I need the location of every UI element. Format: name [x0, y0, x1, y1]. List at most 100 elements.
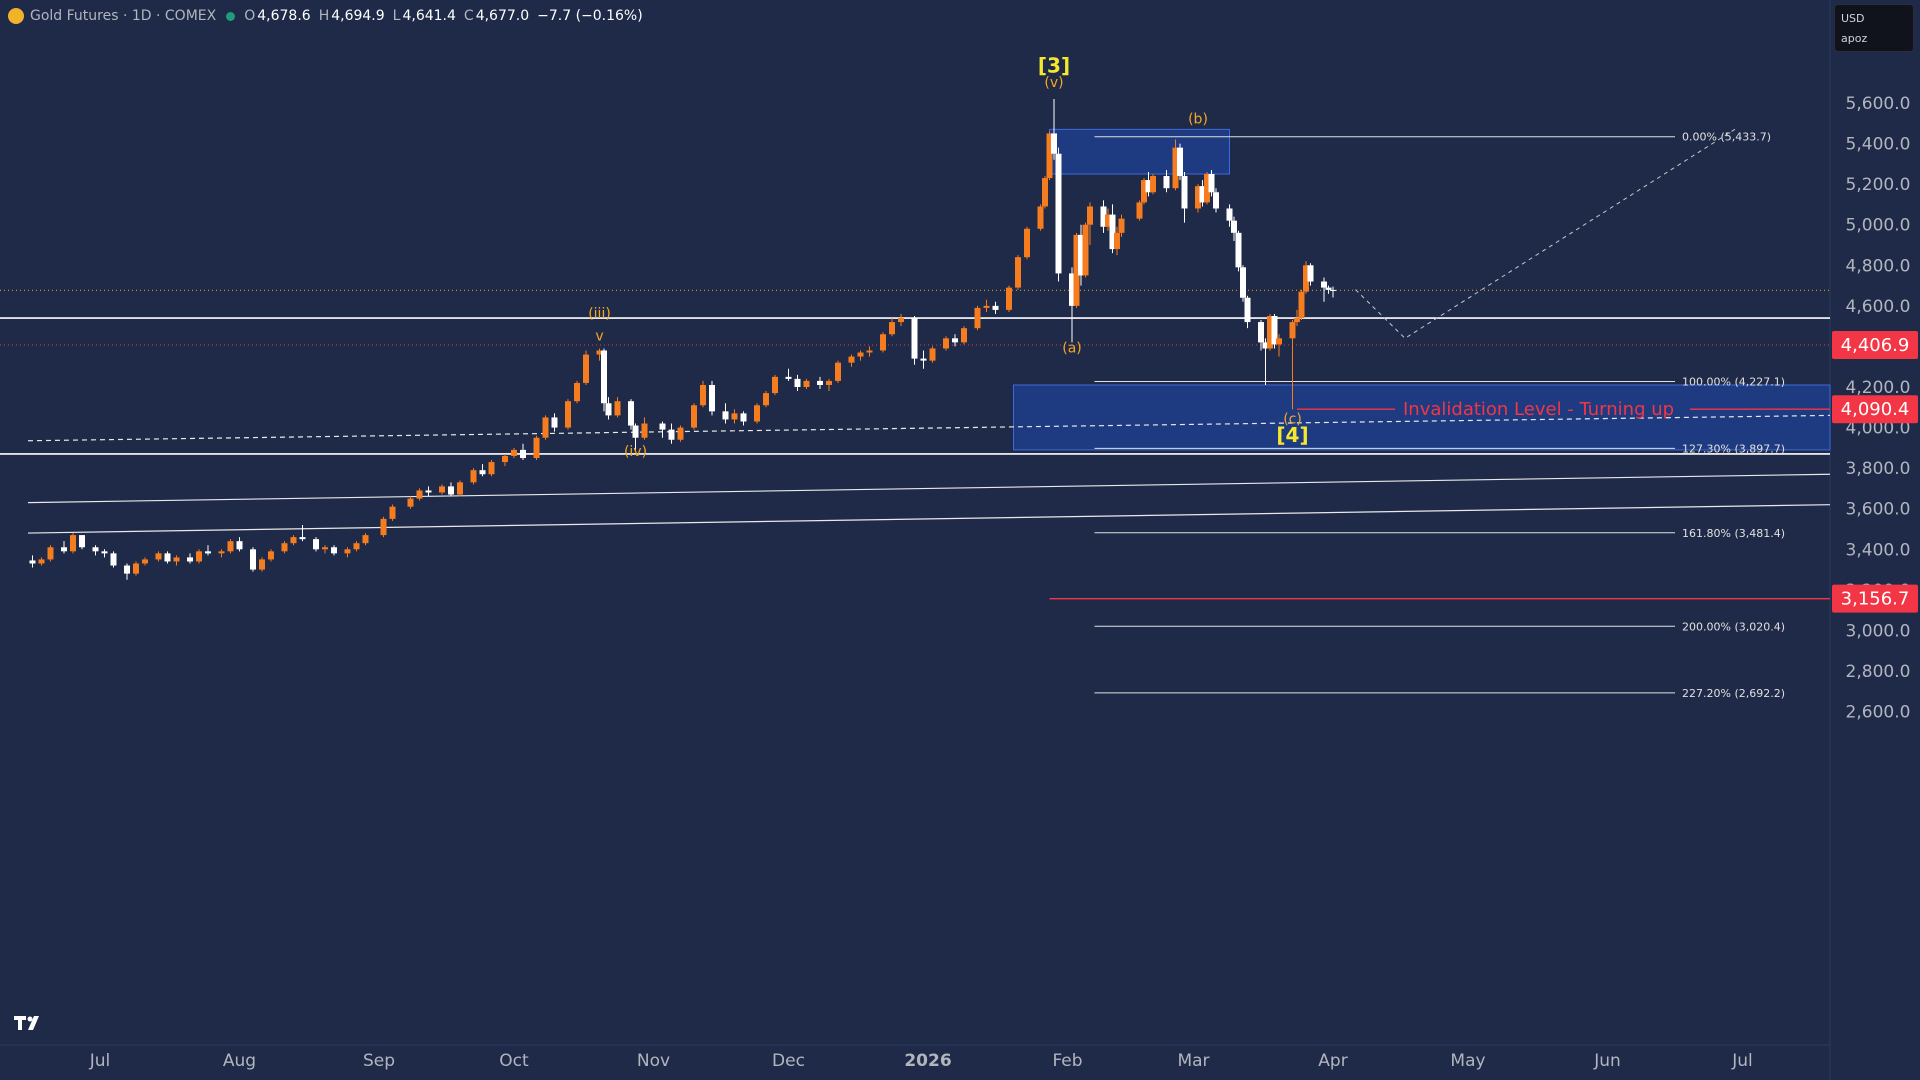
candle	[1037, 204, 1044, 231]
candle-body	[1006, 287, 1012, 310]
candle	[740, 411, 747, 426]
candle	[164, 551, 171, 564]
fib-level-label: 161.80% (3,481.4)	[1682, 527, 1785, 540]
candle-body	[952, 338, 958, 343]
candle-body	[502, 455, 508, 463]
candle-body	[1181, 176, 1188, 209]
candle	[974, 305, 981, 331]
wave-label: (iii)	[588, 306, 611, 322]
wave-label: (c)	[1283, 412, 1302, 428]
candle-body	[101, 551, 108, 554]
candle-body	[173, 557, 180, 562]
candle-body	[533, 437, 540, 459]
candle	[614, 397, 621, 418]
tradingview-logo-icon[interactable]	[12, 1012, 48, 1032]
candle-body	[1109, 214, 1116, 250]
time-axis-tick: Dec	[772, 1051, 805, 1071]
candle-body	[353, 543, 360, 550]
candle-body	[1325, 287, 1332, 290]
candle-body	[448, 486, 454, 495]
candle	[322, 545, 328, 554]
price-tag-box	[1832, 331, 1918, 360]
candle-body	[110, 553, 117, 566]
candle	[1177, 143, 1183, 181]
candle-body	[196, 551, 202, 562]
candle	[596, 348, 603, 361]
price-axis-tick: 3,000.0	[1846, 621, 1911, 641]
candle-body	[511, 449, 517, 456]
candle	[268, 549, 274, 562]
candle-body	[1199, 186, 1206, 203]
candle-body	[763, 393, 769, 406]
candle-body	[929, 348, 936, 361]
candle	[952, 334, 958, 347]
candle	[448, 482, 454, 497]
candle	[1042, 176, 1048, 209]
candle-body	[1204, 174, 1210, 203]
wave-label: v	[595, 328, 603, 344]
time-axis-tick: Feb	[1052, 1051, 1082, 1071]
candle-body	[911, 318, 918, 359]
candle	[142, 557, 148, 566]
price-axis-tick: 5,600.0	[1846, 94, 1911, 114]
candle	[677, 425, 684, 442]
price-tag-box	[1832, 395, 1918, 424]
wave-label: [3]	[1038, 54, 1070, 78]
candle-body	[142, 559, 148, 564]
candle	[1024, 226, 1030, 260]
candle	[1163, 169, 1170, 193]
candle-body	[1289, 322, 1296, 339]
candle-body	[574, 382, 580, 402]
candle-body	[1042, 178, 1048, 207]
candle	[628, 399, 634, 430]
candle	[1244, 295, 1251, 329]
candle	[1330, 286, 1336, 298]
candle	[763, 391, 769, 408]
close-label: C	[463, 8, 474, 24]
candle-body	[1055, 153, 1062, 274]
user-label: apoz	[1841, 32, 1868, 45]
candle-body	[709, 384, 715, 412]
candle-body	[1240, 267, 1246, 298]
candle-body	[835, 362, 841, 381]
candle-body	[416, 490, 423, 499]
symbol-header[interactable]: Gold Futures · 1D · COMEX O 4,678.6 H 4,69…	[8, 6, 643, 26]
candle	[61, 541, 67, 554]
candle-body	[1141, 180, 1147, 203]
currency-box[interactable]: USD apoz	[1834, 4, 1914, 52]
candle-body	[1073, 234, 1080, 306]
candle	[1267, 313, 1273, 351]
target-zone-1	[1049, 128, 1230, 175]
candle	[1289, 320, 1296, 410]
price-axis-tick: 2,600.0	[1846, 703, 1911, 723]
candle-body	[866, 350, 873, 353]
candle	[250, 547, 256, 572]
symbol-name[interactable]: Gold Futures · 1D · COMEX	[30, 8, 217, 24]
candle-body	[1235, 232, 1242, 268]
candle-body	[1330, 289, 1336, 291]
wave-label: (v)	[1044, 75, 1063, 91]
candle-body	[1303, 265, 1309, 292]
low-value: 4,641.4	[402, 8, 456, 24]
price-axis-tick: 3,600.0	[1846, 500, 1911, 520]
candle-body	[659, 423, 666, 430]
candle-body	[250, 549, 256, 570]
candle-body	[632, 425, 639, 438]
candle-body	[961, 328, 967, 343]
candle-body	[1276, 338, 1282, 345]
candle-body	[470, 470, 477, 483]
candle-body	[1307, 265, 1314, 282]
candle	[1204, 171, 1210, 205]
candle	[583, 350, 589, 385]
candle-body	[1082, 224, 1089, 276]
candle	[880, 332, 886, 353]
candle-body	[943, 338, 949, 349]
candle	[961, 326, 967, 345]
candle-body	[313, 539, 319, 550]
wave-label: (a)	[1062, 341, 1082, 357]
candle	[929, 346, 936, 363]
candle	[542, 415, 549, 440]
candle-body	[322, 547, 328, 550]
candle-body	[1114, 232, 1120, 250]
